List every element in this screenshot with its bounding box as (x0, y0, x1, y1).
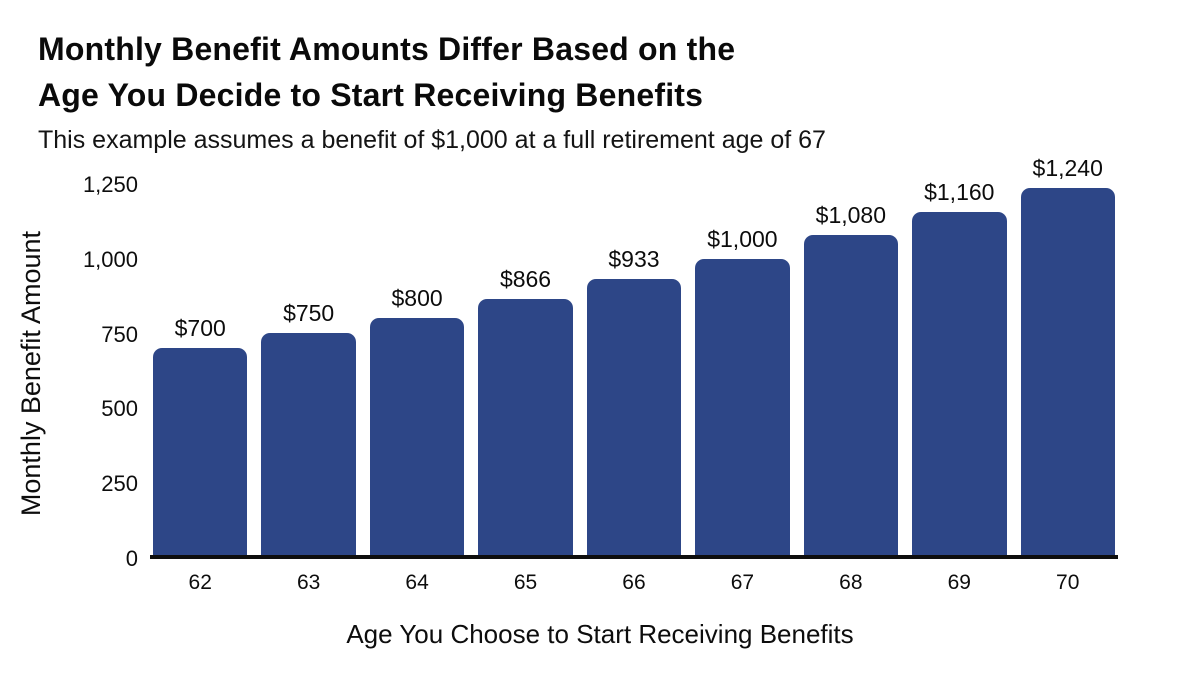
x-tick-label: 63 (296, 571, 321, 594)
bar-value-label: $700 (174, 314, 226, 341)
x-tick-label: 68 (839, 571, 863, 594)
x-tick-label: 62 (188, 571, 212, 594)
bar-value-label: $866 (499, 265, 552, 292)
bar-value-label: $1,080 (815, 202, 887, 229)
bar (261, 333, 356, 555)
y-tick-label: 500 (101, 396, 138, 422)
bar-column: $1,080 (803, 185, 899, 555)
y-tick-label: 250 (101, 471, 138, 497)
x-axis-ticks: 62 63 64 65 66 67 68 69 70 (150, 571, 1118, 595)
bar-column: $1,160 (912, 179, 1007, 555)
bar-value-label: $800 (391, 285, 443, 312)
y-tick-label: 750 (101, 321, 138, 347)
bar-column: $933 (586, 185, 682, 555)
bar (1020, 187, 1115, 555)
bar-column: $750 (261, 185, 356, 555)
bar (369, 318, 465, 555)
y-axis-ticks: 0 250 500 750 1,000 1,250 (0, 172, 138, 571)
bar (478, 298, 573, 555)
bar-value-label: $750 (283, 300, 335, 326)
bar-column: $866 (478, 185, 573, 555)
bar-chart: Monthly Benefit Amount 0 250 500 750 1,000 1,… (0, 155, 1200, 650)
y-tick-label: 0 (125, 546, 138, 571)
bar-value-label: $933 (608, 245, 660, 272)
bar-value-label: $1,240 (1032, 154, 1103, 181)
x-axis-title: Age You Choose to Start Receiving Benefi… (346, 619, 854, 649)
bar (695, 259, 790, 555)
bar (586, 278, 682, 555)
bar-value-label: $1,000 (707, 226, 778, 252)
bars-row: $700 $750 $800 $866 $933 $1,000 $1,080 $1,160 $1… (150, 155, 1118, 555)
bar-column: $700 (153, 185, 248, 555)
page-title-line2: Age You Decide to Start Receiving Benefi… (38, 77, 704, 113)
plot-area: $700 $750 $800 $866 $933 $1,000 $1,080 $1,160 $1… (150, 155, 1118, 559)
x-tick-label: 64 (405, 571, 429, 594)
page-subtitle: This example assumes a benefit of $1,000… (38, 126, 826, 154)
y-tick-label: 1,000 (82, 246, 138, 272)
bar-column: $1,240 (1020, 155, 1115, 555)
bar-column: $800 (369, 185, 465, 555)
bar-value-label: $1,160 (924, 178, 995, 205)
x-tick-label: 65 (513, 571, 538, 594)
page-title-line1: Monthly Benefit Amounts Differ Based on … (38, 31, 736, 67)
y-tick-label: 1,250 (82, 172, 138, 197)
x-tick-label: 69 (947, 571, 971, 594)
page-title: Monthly Benefit Amounts Differ Based on … (38, 26, 1162, 118)
plot-row: Monthly Benefit Amount 0 250 500 750 1,000 1,… (0, 155, 1200, 571)
bar (912, 211, 1007, 555)
bar (803, 235, 899, 555)
x-tick-label: 66 (622, 571, 646, 594)
bar-column: $1,000 (695, 185, 790, 555)
x-tick-label: 70 (1056, 571, 1080, 594)
x-tick-label: 67 (730, 571, 755, 594)
bar (153, 347, 248, 555)
